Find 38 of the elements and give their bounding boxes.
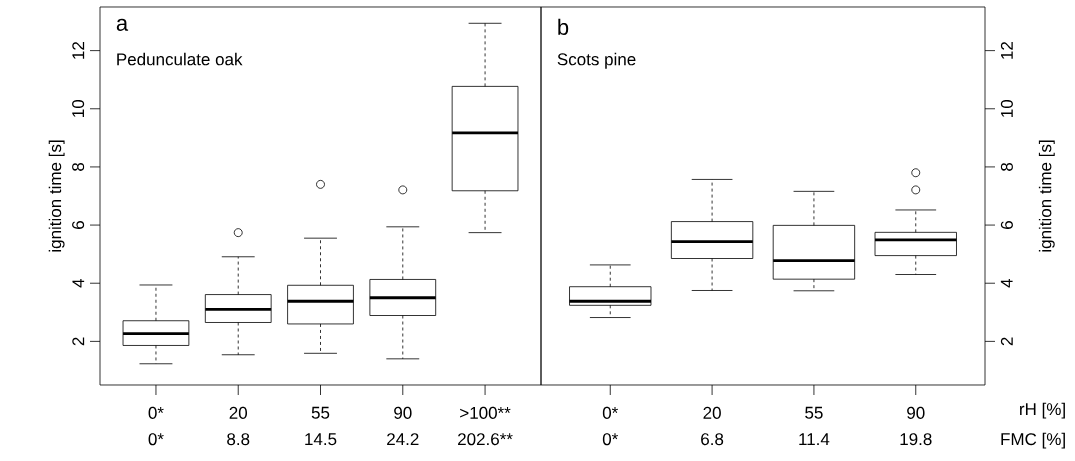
y-tick-label: 10 — [1000, 99, 1013, 117]
y-tick-label: 10 — [72, 99, 85, 117]
y-tick-label: 4 — [72, 279, 85, 288]
text: 202.6** — [458, 433, 513, 446]
text: 6.8 — [701, 433, 724, 446]
text: 0* — [148, 433, 164, 446]
x-tick-label: 55 — [805, 406, 823, 419]
y-tick-label: 6 — [1000, 221, 1013, 229]
text: Scots pine — [557, 52, 636, 69]
text: 8.8 — [227, 433, 250, 446]
text: 11.4 — [799, 433, 830, 445]
x-tick-label: 90 — [394, 406, 412, 419]
x-tick-label: 20 — [229, 406, 248, 419]
text: 14.5 — [305, 433, 337, 446]
text: 0* — [602, 433, 619, 446]
text: Pedunculate oak — [117, 52, 243, 66]
text: FMC [%] — [1001, 432, 1065, 449]
y-tick-label: 8 — [1000, 162, 1013, 171]
y-axis-title: ignition time [s] — [48, 140, 65, 252]
text: 19.8 — [900, 433, 932, 446]
text: rH [%] — [1020, 402, 1065, 419]
y-tick-label: 12 — [72, 42, 85, 59]
y-tick-label: 2 — [1000, 337, 1013, 346]
text: 24.2 — [387, 433, 419, 445]
chart-title: b — [558, 18, 569, 36]
y-tick-label: 2 — [72, 337, 85, 346]
x-tick-label: 0* — [602, 406, 619, 419]
x-tick-label: 0* — [148, 406, 164, 419]
chart-title: a — [116, 18, 129, 31]
y-axis-title: ignition time [s] — [1038, 140, 1055, 252]
y-tick-label: 6 — [72, 221, 85, 229]
x-tick-label: 90 — [907, 406, 925, 419]
y-tick-label: 12 — [1000, 42, 1013, 59]
y-tick-label: 8 — [72, 162, 85, 171]
x-tick-label: 55 — [311, 406, 330, 419]
x-tick-label: >100** — [460, 406, 511, 419]
x-tick-label: 20 — [703, 406, 721, 419]
y-tick-label: 4 — [1000, 279, 1013, 288]
